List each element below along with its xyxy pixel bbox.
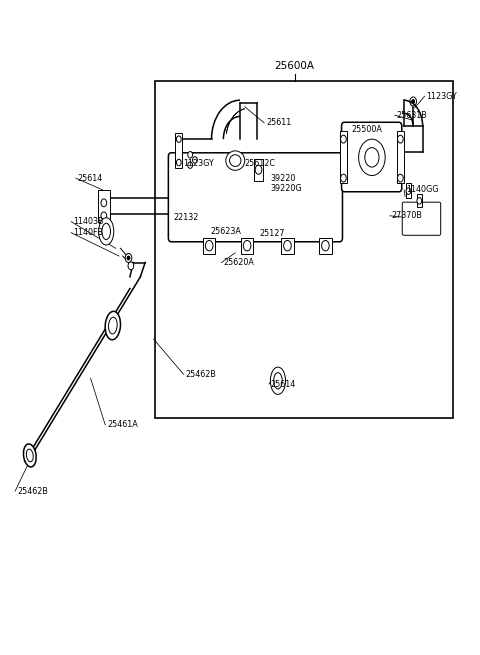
Bar bbox=[175, 133, 182, 168]
Bar bbox=[340, 132, 347, 183]
Circle shape bbox=[417, 198, 422, 204]
Ellipse shape bbox=[98, 217, 114, 245]
Text: 25620A: 25620A bbox=[223, 258, 254, 267]
Circle shape bbox=[341, 174, 346, 182]
Circle shape bbox=[397, 136, 403, 143]
Ellipse shape bbox=[226, 151, 245, 170]
Text: 25461A: 25461A bbox=[107, 421, 138, 430]
Circle shape bbox=[397, 174, 403, 182]
Ellipse shape bbox=[229, 155, 241, 166]
Bar bbox=[417, 195, 422, 208]
Circle shape bbox=[125, 253, 132, 263]
Circle shape bbox=[101, 212, 107, 219]
Ellipse shape bbox=[102, 223, 110, 240]
Bar bbox=[406, 183, 411, 198]
Text: 25500A: 25500A bbox=[351, 125, 383, 134]
Ellipse shape bbox=[24, 444, 36, 467]
Text: 1140GG: 1140GG bbox=[406, 185, 439, 195]
Circle shape bbox=[192, 157, 197, 163]
Ellipse shape bbox=[270, 367, 286, 394]
Circle shape bbox=[255, 165, 262, 174]
Bar bbox=[319, 238, 332, 254]
Text: 39220: 39220 bbox=[271, 174, 296, 183]
Ellipse shape bbox=[274, 373, 282, 389]
Circle shape bbox=[365, 147, 379, 167]
FancyBboxPatch shape bbox=[168, 153, 342, 242]
Ellipse shape bbox=[26, 449, 33, 462]
Circle shape bbox=[188, 162, 192, 168]
Circle shape bbox=[406, 188, 411, 195]
Circle shape bbox=[322, 240, 329, 251]
Bar bbox=[396, 132, 404, 183]
Text: 25127: 25127 bbox=[259, 229, 285, 238]
Circle shape bbox=[412, 100, 415, 103]
Bar bbox=[241, 238, 253, 254]
Circle shape bbox=[128, 262, 134, 270]
Circle shape bbox=[243, 240, 251, 251]
Ellipse shape bbox=[105, 311, 120, 340]
Text: 25614: 25614 bbox=[271, 379, 296, 388]
FancyBboxPatch shape bbox=[402, 202, 441, 235]
Text: 25612C: 25612C bbox=[245, 159, 276, 168]
Text: 25623A: 25623A bbox=[211, 227, 241, 236]
Circle shape bbox=[284, 240, 291, 251]
Circle shape bbox=[101, 199, 107, 207]
Circle shape bbox=[127, 256, 130, 260]
Bar bbox=[203, 238, 216, 254]
Circle shape bbox=[205, 240, 213, 251]
Circle shape bbox=[188, 151, 192, 158]
Circle shape bbox=[359, 139, 385, 176]
Text: 1123GY: 1123GY bbox=[183, 159, 214, 168]
Circle shape bbox=[177, 159, 181, 166]
Text: 25600A: 25600A bbox=[275, 61, 314, 71]
Bar bbox=[281, 238, 294, 254]
Text: 25611: 25611 bbox=[266, 119, 291, 128]
Ellipse shape bbox=[108, 317, 117, 334]
Text: 1140FB: 1140FB bbox=[73, 228, 103, 237]
Bar bbox=[155, 81, 454, 419]
FancyBboxPatch shape bbox=[342, 122, 402, 192]
Text: 22132: 22132 bbox=[174, 213, 199, 221]
Circle shape bbox=[177, 136, 181, 142]
Text: 39220G: 39220G bbox=[271, 184, 302, 193]
Bar bbox=[254, 159, 263, 181]
Text: 1123GY: 1123GY bbox=[426, 92, 457, 101]
Text: 25614: 25614 bbox=[78, 174, 103, 183]
Circle shape bbox=[410, 97, 417, 106]
Text: 25462B: 25462B bbox=[17, 487, 48, 496]
Text: 11403B: 11403B bbox=[73, 217, 104, 226]
Text: 25462B: 25462B bbox=[185, 370, 216, 379]
Text: 25631B: 25631B bbox=[396, 111, 427, 120]
Bar bbox=[97, 190, 109, 222]
Circle shape bbox=[341, 136, 346, 143]
Text: 27370B: 27370B bbox=[392, 212, 423, 220]
